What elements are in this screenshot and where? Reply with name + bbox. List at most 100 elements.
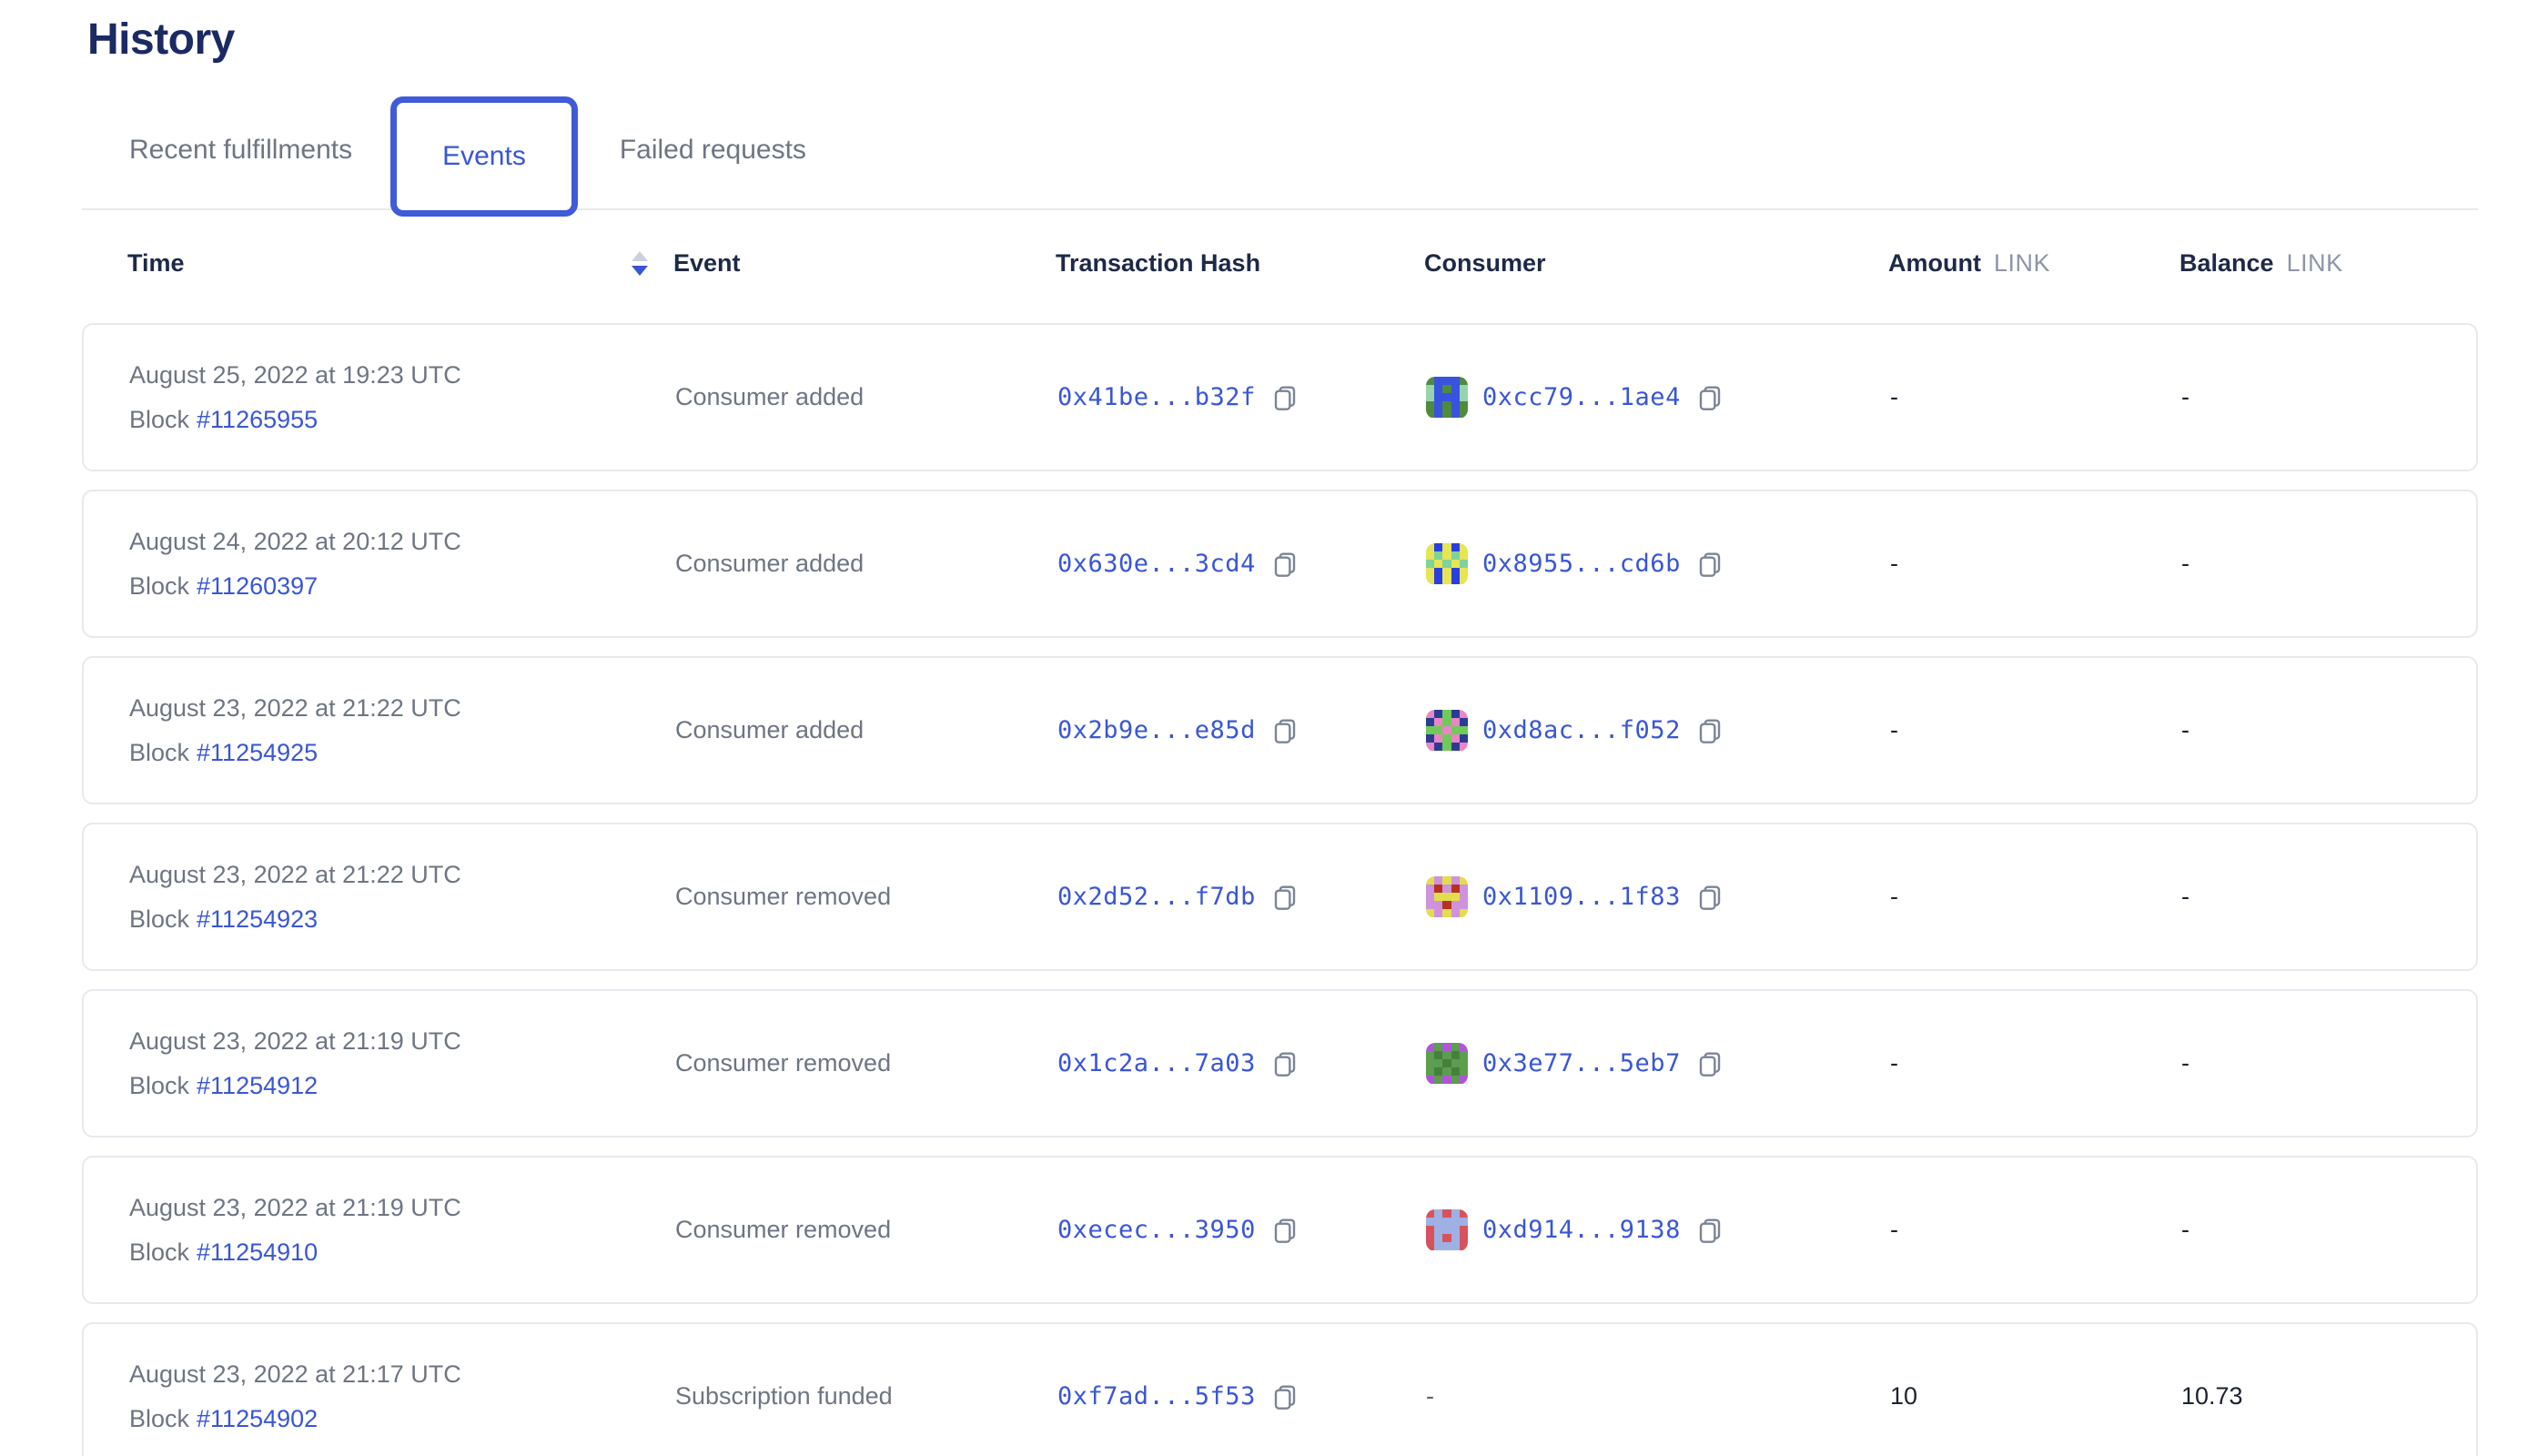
copy-icon[interactable] <box>1270 1216 1299 1245</box>
time-cell: August 23, 2022 at 21:17 UTC Block #11254… <box>129 1360 675 1433</box>
copy-icon[interactable] <box>1695 1049 1724 1078</box>
copy-icon[interactable] <box>1270 383 1299 412</box>
table-row: August 23, 2022 at 21:22 UTC Block #11254… <box>82 823 2478 971</box>
tab-failed-requests[interactable]: Failed requests <box>619 135 806 165</box>
event-type: Consumer added <box>675 716 865 743</box>
balance-value: - <box>2181 716 2189 743</box>
consumer-cell: 0x3e77...5eb7 <box>1426 1042 1890 1085</box>
time-cell: August 24, 2022 at 20:12 UTC Block #11260… <box>129 528 675 601</box>
event-type: Consumer added <box>675 383 865 410</box>
block-number-link[interactable]: #11254910 <box>197 1238 319 1266</box>
transaction-hash-cell: 0x2d52...f7db <box>1057 883 1426 912</box>
block-number-link[interactable]: #11254925 <box>197 738 319 766</box>
sort-icon[interactable] <box>632 250 648 276</box>
block-label: Block <box>129 738 190 766</box>
copy-icon[interactable] <box>1695 883 1724 912</box>
copy-icon[interactable] <box>1270 883 1299 912</box>
block-line: Block #11254925 <box>129 739 675 767</box>
transaction-hash-cell: 0xecec...3950 <box>1057 1216 1426 1245</box>
consumer-cell: 0x8955...cd6b <box>1426 542 1890 585</box>
transaction-hash-link[interactable]: 0xecec...3950 <box>1057 1216 1256 1244</box>
event-type: Consumer removed <box>675 1049 892 1077</box>
table-row: August 25, 2022 at 19:23 UTC Block #11265… <box>82 323 2478 471</box>
table-row: August 23, 2022 at 21:19 UTC Block #11254… <box>82 989 2478 1138</box>
transaction-hash-link[interactable]: 0x1c2a...7a03 <box>1057 1049 1256 1077</box>
balance-value: - <box>2181 1216 2189 1243</box>
page-title: History <box>87 15 235 64</box>
copy-icon[interactable] <box>1270 1049 1299 1078</box>
event-timestamp: August 23, 2022 at 21:19 UTC <box>129 1193 461 1221</box>
amount-value: - <box>1890 1049 1898 1077</box>
event-timestamp: August 23, 2022 at 21:22 UTC <box>129 693 461 722</box>
table-row: August 23, 2022 at 21:19 UTC Block #11254… <box>82 1156 2478 1304</box>
amount-unit-label: LINK <box>1993 248 2051 277</box>
consumer-address-link[interactable]: 0x1109...1f83 <box>1482 883 1681 911</box>
table-row: August 23, 2022 at 21:22 UTC Block #11254… <box>82 656 2478 804</box>
copy-icon[interactable] <box>1695 1216 1724 1245</box>
consumer-avatar <box>1426 1208 1468 1251</box>
block-line: Block #11254923 <box>129 905 675 934</box>
block-number-link[interactable]: #11254902 <box>197 1404 319 1432</box>
block-number-link[interactable]: #11265955 <box>197 405 319 433</box>
amount-value: - <box>1890 383 1898 410</box>
transaction-hash-link[interactable]: 0x630e...3cd4 <box>1057 550 1256 578</box>
block-number-link[interactable]: #11254923 <box>197 905 319 933</box>
consumer-address-link[interactable]: 0xcc79...1ae4 <box>1482 383 1681 411</box>
tab-events[interactable]: Events <box>390 96 578 217</box>
block-line: Block #11254912 <box>129 1072 675 1100</box>
sort-asc-icon <box>632 250 648 261</box>
consumer-address-link[interactable]: 0x8955...cd6b <box>1482 550 1681 578</box>
amount-value: - <box>1890 716 1898 743</box>
balance-value: - <box>2181 1049 2189 1077</box>
block-label: Block <box>129 1238 190 1266</box>
consumer-avatar <box>1426 709 1468 752</box>
consumer-address-link[interactable]: 0xd914...9138 <box>1482 1216 1681 1244</box>
event-type: Consumer removed <box>675 1216 892 1243</box>
transaction-hash-cell: 0x630e...3cd4 <box>1057 550 1426 579</box>
block-line: Block #11265955 <box>129 406 675 434</box>
consumer-avatar <box>1426 875 1468 918</box>
transaction-hash-link[interactable]: 0x41be...b32f <box>1057 383 1256 411</box>
balance-value: - <box>2181 383 2189 410</box>
block-label: Block <box>129 405 190 433</box>
tab-recent-fulfillments[interactable]: Recent fulfillments <box>129 135 353 165</box>
transaction-hash-link[interactable]: 0x2b9e...e85d <box>1057 716 1256 744</box>
block-label: Block <box>129 571 190 600</box>
balance-unit-label: LINK <box>2286 248 2343 277</box>
consumer-address-link[interactable]: 0xd8ac...f052 <box>1482 716 1681 744</box>
block-number-link[interactable]: #11254912 <box>197 1071 319 1099</box>
copy-icon[interactable] <box>1695 550 1724 579</box>
block-number-link[interactable]: #11260397 <box>197 571 319 600</box>
consumer-avatar <box>1426 1042 1468 1085</box>
consumer-cell: 0xd8ac...f052 <box>1426 709 1890 752</box>
table-header: Time Event Transaction Hash Consumer Amo… <box>82 238 2478 288</box>
time-cell: August 23, 2022 at 21:19 UTC Block #11254… <box>129 1027 675 1100</box>
block-label: Block <box>129 1404 190 1432</box>
table-row: August 23, 2022 at 21:17 UTC Block #11254… <box>82 1322 2478 1456</box>
transaction-hash-link[interactable]: 0x2d52...f7db <box>1057 883 1256 911</box>
column-header-transaction-hash: Transaction Hash <box>1056 248 1261 277</box>
consumer-address-link[interactable]: 0x3e77...5eb7 <box>1482 1049 1681 1077</box>
event-type: Subscription funded <box>675 1382 893 1410</box>
sort-desc-icon <box>632 265 648 276</box>
transaction-hash-link[interactable]: 0xf7ad...5f53 <box>1057 1382 1256 1410</box>
amount-value: 10 <box>1890 1382 1918 1410</box>
amount-value: - <box>1890 883 1898 910</box>
copy-icon[interactable] <box>1270 716 1299 745</box>
copy-icon[interactable] <box>1695 383 1724 412</box>
table-row: August 24, 2022 at 20:12 UTC Block #11260… <box>82 490 2478 638</box>
block-label: Block <box>129 1071 190 1099</box>
event-timestamp: August 23, 2022 at 21:22 UTC <box>129 860 461 888</box>
balance-value: 10.73 <box>2181 1382 2243 1410</box>
tabs-bar: Recent fulfillments Events Failed reques… <box>82 92 2478 217</box>
event-timestamp: August 25, 2022 at 19:23 UTC <box>129 360 461 389</box>
column-header-amount: Amount LINK <box>1888 248 2051 277</box>
event-type: Consumer removed <box>675 883 892 910</box>
copy-icon[interactable] <box>1695 716 1724 745</box>
copy-icon[interactable] <box>1270 550 1299 579</box>
copy-icon[interactable] <box>1270 1382 1299 1411</box>
time-cell: August 23, 2022 at 21:19 UTC Block #11254… <box>129 1194 675 1267</box>
transaction-hash-cell: 0x2b9e...e85d <box>1057 716 1426 745</box>
column-header-consumer: Consumer <box>1424 248 1546 277</box>
